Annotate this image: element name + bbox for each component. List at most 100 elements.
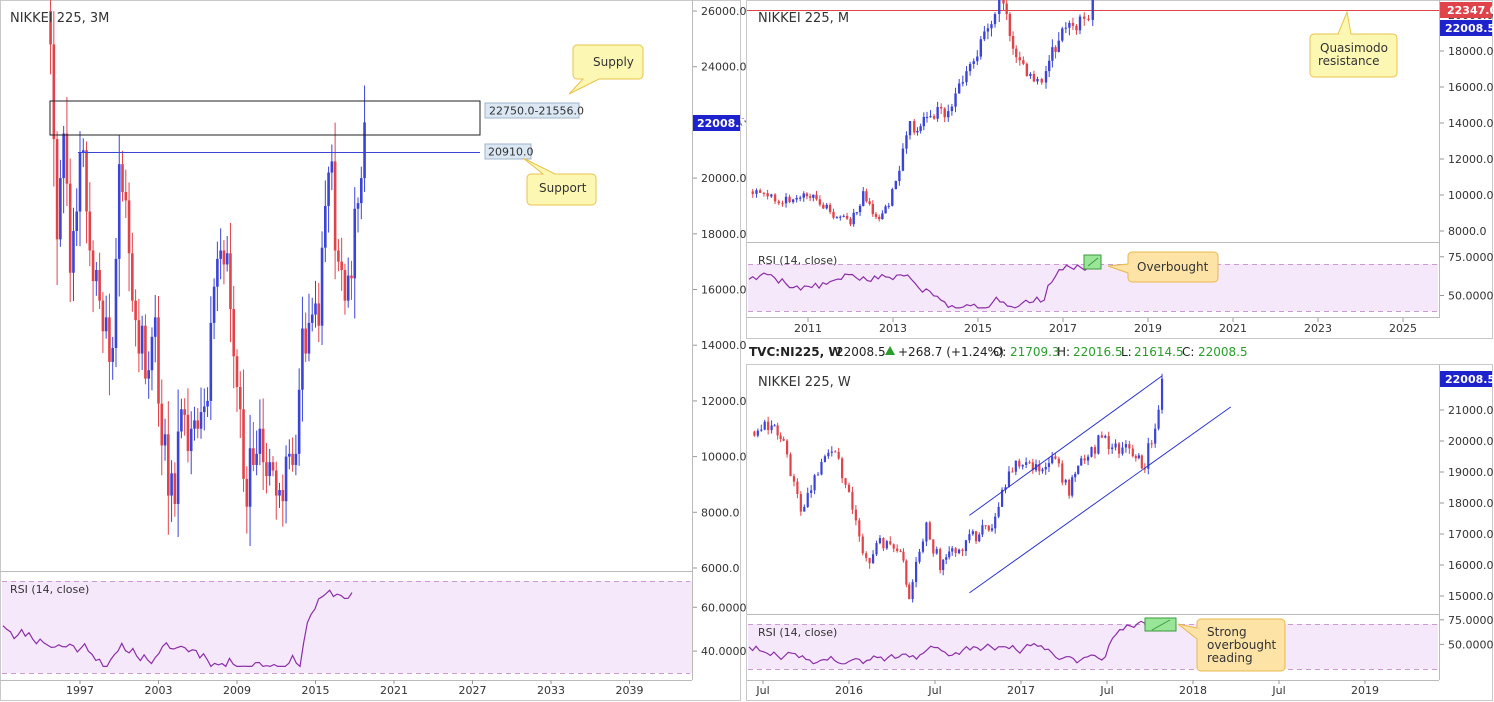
- candle-body: [49, 11, 52, 45]
- candle-body: [777, 201, 780, 204]
- close-value: 22008.5: [836, 345, 886, 359]
- time-axis[interactable]: 2011 2013 2015 2017 2019 2021 2023 2025: [794, 318, 1417, 335]
- candle-body: [776, 425, 779, 436]
- candle-body: [894, 181, 898, 190]
- candle-body: [180, 409, 183, 432]
- candle-body: [1147, 443, 1150, 469]
- candle-body: [834, 451, 837, 453]
- candle-body: [222, 250, 226, 265]
- candle-body: [972, 61, 975, 65]
- channel-upper-line[interactable]: [969, 375, 1163, 516]
- candle-body: [841, 458, 844, 479]
- time-tick-label: 2016: [835, 684, 863, 697]
- candle-body: [854, 509, 857, 521]
- candle-body: [839, 216, 842, 218]
- candle-body: [1128, 444, 1131, 449]
- candle-body: [998, 0, 1001, 15]
- candle-body: [911, 581, 914, 600]
- candle-body: [905, 560, 908, 585]
- candle-body: [842, 215, 845, 217]
- candle-body: [990, 24, 993, 29]
- candle-body: [766, 193, 769, 197]
- chart-weekly[interactable]: NIKKEI 225, W RSI (14, close) 21000.0 200…: [747, 365, 1494, 697]
- candle-body: [1064, 27, 1068, 29]
- candle-body: [163, 434, 167, 446]
- candle-body: [855, 212, 859, 214]
- price-tick-label: 10000.0: [1448, 189, 1494, 202]
- candles-3m: [49, 0, 366, 547]
- candle-body: [235, 356, 239, 387]
- candle-body: [104, 317, 108, 332]
- candle-body: [875, 543, 878, 555]
- time-axis[interactable]: Jul 2016 Jul 2017 Jul 2018 Jul 2019: [755, 680, 1379, 697]
- candle-body: [767, 421, 770, 431]
- price-tick-label: 14000.0: [1448, 117, 1494, 130]
- rsi-label: RSI (14, close): [10, 583, 89, 596]
- candle-body: [902, 551, 905, 561]
- candle-body: [837, 451, 840, 459]
- strong-overbought-callout[interactable]: Strong overbought reading: [1177, 618, 1286, 672]
- rsi-tick-label: 50.0000: [1448, 290, 1494, 303]
- candle-body: [994, 516, 997, 529]
- candle-body: [827, 452, 830, 457]
- candle-body: [1036, 78, 1039, 82]
- candle-body: [1040, 78, 1043, 83]
- chart-3m[interactable]: NIKKEI 225, 3M RSI (14, close) 26000.0 24…: [0, 0, 747, 697]
- candle-body: [1137, 455, 1140, 459]
- rsi-axis[interactable]: 60.0000 40.0000: [693, 601, 747, 658]
- candle-body: [1068, 480, 1071, 496]
- candle-body: [964, 540, 968, 552]
- candle-body: [806, 492, 809, 507]
- time-tick-label: 2027: [459, 684, 487, 697]
- candle-body: [881, 213, 884, 220]
- candle-body: [849, 218, 852, 225]
- candle-body: [948, 551, 951, 558]
- candle-body: [310, 314, 314, 323]
- candle-body: [862, 191, 865, 206]
- rsi-line-monthly: [748, 264, 1097, 309]
- candle-body: [245, 478, 249, 507]
- candle-body: [795, 197, 798, 200]
- candle-body: [1014, 460, 1017, 472]
- support-callout[interactable]: Support: [522, 157, 597, 206]
- quasimodo-callout[interactable]: Quasimodo resistance: [1309, 10, 1398, 78]
- candle-body: [751, 191, 754, 194]
- price-tick-label: 21000.0: [1448, 404, 1494, 417]
- candle-body: [1111, 447, 1114, 450]
- candle-body: [1071, 477, 1074, 496]
- candle-body: [877, 216, 881, 220]
- channel-lower-line[interactable]: [969, 406, 1232, 594]
- candle-body: [758, 190, 762, 193]
- overbought-callout[interactable]: Overbought: [1107, 251, 1219, 283]
- price-tick-label: 15000.0: [1448, 590, 1494, 603]
- supply-zone[interactable]: [49, 100, 481, 136]
- candle-body: [1047, 60, 1051, 72]
- candle-body: [330, 161, 334, 173]
- candle-body: [950, 106, 954, 112]
- strong-overbought-callout-bubble: [1177, 618, 1286, 672]
- price-tick-label: 16000.0: [1448, 81, 1494, 94]
- rsi-axis[interactable]: 75.0000 50.0000: [1440, 251, 1494, 303]
- candle-body: [232, 308, 236, 357]
- candle-body: [1051, 47, 1054, 61]
- candle-body: [1083, 458, 1086, 461]
- candle-body: [887, 205, 890, 207]
- candle-body: [815, 194, 818, 200]
- supply-callout[interactable]: Supply: [568, 44, 644, 95]
- price-axis[interactable]: 21000.0 20000.0 19000.0 18000.0 17000.0 16000…: [1440, 404, 1494, 603]
- rsi-line-weekly: [748, 619, 1167, 665]
- candle-body: [954, 548, 957, 554]
- rsi-axis[interactable]: 75.0000 50.0000: [1440, 614, 1494, 652]
- time-axis[interactable]: 1997 2003 2009 2015 2021 2027 2033 2039: [66, 680, 644, 697]
- price-tick-label: 16000.0: [701, 284, 747, 297]
- candle-body: [943, 108, 946, 118]
- candle-body: [1077, 465, 1080, 474]
- rsi-tick-label: 40.0000: [701, 645, 747, 658]
- time-tick-label: 2025: [1389, 322, 1417, 335]
- candle-body: [835, 217, 839, 219]
- candle-body: [1154, 428, 1157, 444]
- candle-body: [942, 559, 945, 571]
- candle-body: [1028, 462, 1031, 464]
- chart-monthly[interactable]: NIKKEI 225, M RSI (14, close) 20000.0180…: [747, 0, 1494, 335]
- zone-label: 22750.0-21556.0: [489, 105, 584, 118]
